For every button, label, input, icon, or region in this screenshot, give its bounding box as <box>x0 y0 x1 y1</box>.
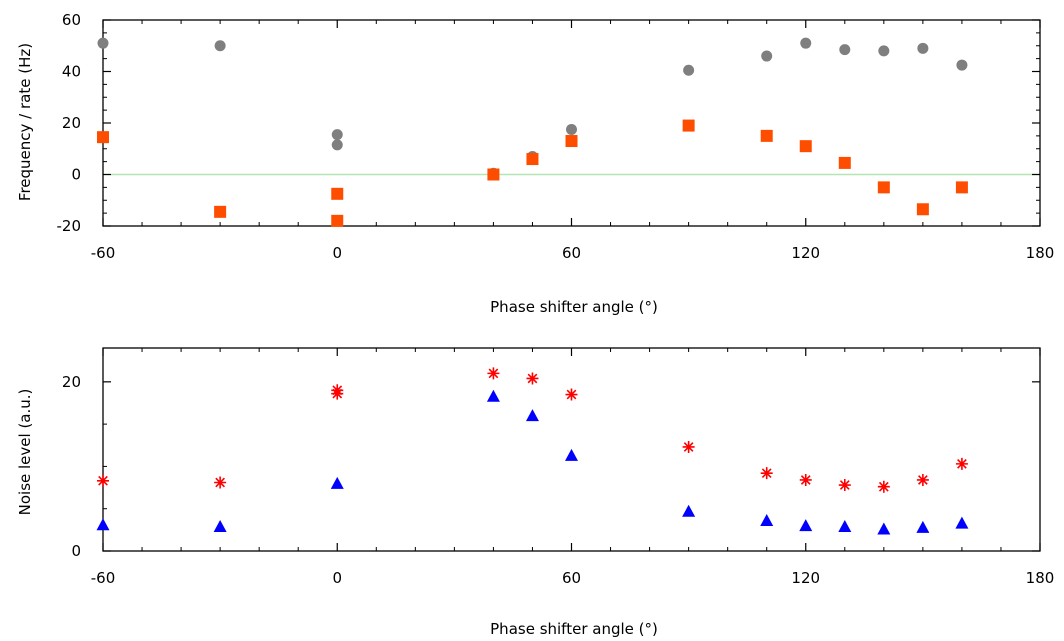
circle-point <box>800 37 812 49</box>
noise-panel-series-asterisk <box>97 367 968 493</box>
square-point <box>565 135 578 148</box>
x-tick-label: 120 <box>791 569 820 587</box>
square-point <box>877 181 890 194</box>
y-tick-label: -20 <box>57 217 82 235</box>
x-tick-label: 0 <box>332 569 342 587</box>
x-tick-label: 180 <box>1026 569 1055 587</box>
y-tick-label: 0 <box>71 542 81 560</box>
square-point <box>682 119 695 132</box>
noise-panel-xlabel: Phase shifter angle (°) <box>490 620 658 638</box>
asterisk-point <box>97 474 109 487</box>
circle-point <box>917 42 929 54</box>
square-point <box>916 203 929 216</box>
x-tick-label: 60 <box>562 569 581 587</box>
triangle-point <box>799 519 813 532</box>
triangle-point <box>330 476 344 489</box>
triangle-point <box>877 522 891 535</box>
x-tick-label: -60 <box>91 244 116 262</box>
asterisk-point <box>331 384 344 397</box>
square-point <box>214 205 227 218</box>
triangle-point <box>565 448 578 461</box>
circle-point <box>956 59 968 71</box>
square-point <box>955 181 968 194</box>
square-point <box>97 131 109 144</box>
circle-point <box>878 45 890 57</box>
x-tick-label: -60 <box>91 569 116 587</box>
asterisk-point <box>760 467 773 480</box>
triangle-point <box>916 520 930 533</box>
square-point <box>760 129 773 142</box>
y-tick-label: 20 <box>62 373 81 391</box>
asterisk-point <box>565 388 578 401</box>
circle-point <box>683 64 695 76</box>
triangle-point <box>955 516 969 529</box>
asterisk-point <box>955 457 968 470</box>
frequency-panel-xlabel: Phase shifter angle (°) <box>490 298 658 316</box>
square-point <box>838 156 851 169</box>
frequency-panel-ylabel: Frequency / rate (Hz) <box>16 43 34 201</box>
frequency-panel-series-square <box>97 119 968 227</box>
square-point <box>487 168 500 181</box>
square-point <box>526 153 539 166</box>
square-point <box>331 214 344 227</box>
noise-panel-ylabel: Noise level (a.u.) <box>16 389 34 516</box>
y-tick-label: 60 <box>62 11 81 29</box>
asterisk-point <box>799 473 812 486</box>
asterisk-point <box>838 479 851 492</box>
asterisk-point <box>487 367 500 380</box>
circle-point <box>566 123 577 135</box>
circle-point <box>331 139 343 151</box>
circle-point <box>97 37 109 49</box>
triangle-point <box>213 519 227 532</box>
x-tick-label: 180 <box>1026 244 1055 262</box>
x-tick-label: 120 <box>791 244 820 262</box>
asterisk-point <box>916 473 929 486</box>
asterisk-point <box>214 476 227 489</box>
x-tick-label: 0 <box>332 244 342 262</box>
triangle-point <box>525 409 539 422</box>
y-tick-label: 0 <box>71 166 81 184</box>
asterisk-point <box>526 372 539 385</box>
x-tick-label: 60 <box>562 244 581 262</box>
y-tick-label: 20 <box>62 114 81 132</box>
square-point <box>799 140 812 153</box>
noise-panel: Phase shifter angle (°) Noise level (a.u… <box>16 347 1055 638</box>
noise-panel-series-triangle <box>96 389 969 535</box>
circle-point <box>839 44 851 56</box>
circle-point <box>331 129 343 141</box>
asterisk-point <box>877 480 890 493</box>
circle-point <box>761 50 773 62</box>
circle-point <box>214 40 226 52</box>
square-point <box>331 187 344 200</box>
y-tick-label: 40 <box>62 63 81 81</box>
triangle-point <box>486 389 500 402</box>
frequency-panel: Phase shifter angle (°) Frequency / rate… <box>16 11 1054 316</box>
triangle-point <box>682 504 696 517</box>
triangle-point <box>760 514 774 527</box>
asterisk-point <box>682 440 695 453</box>
triangle-point <box>96 518 110 531</box>
triangle-point <box>838 519 852 532</box>
frequency-panel-axes-frame <box>102 19 1041 227</box>
